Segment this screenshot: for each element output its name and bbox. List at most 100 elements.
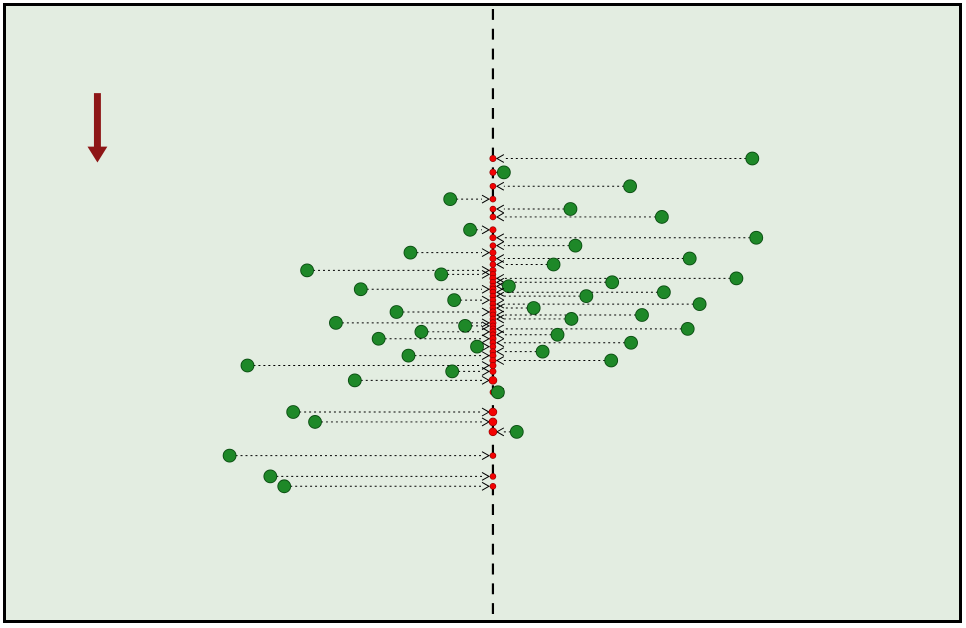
connector-arrowhead	[482, 296, 489, 304]
connector-arrowhead	[482, 285, 489, 293]
data-point	[390, 306, 403, 319]
connector-arrowhead	[482, 376, 489, 384]
connector-arrowhead	[497, 205, 504, 213]
connector-arrowhead	[482, 335, 489, 343]
data-point	[497, 166, 510, 179]
connector-arrowhead	[497, 182, 504, 190]
data-point	[551, 328, 564, 341]
data-point	[606, 276, 619, 289]
axis-marker	[490, 169, 496, 175]
data-point	[569, 239, 582, 252]
data-point	[287, 406, 300, 419]
data-point	[746, 152, 759, 165]
data-point	[657, 286, 670, 299]
data-point	[683, 252, 696, 265]
data-point	[580, 290, 593, 303]
connector-arrowhead	[497, 292, 504, 300]
data-point	[547, 258, 560, 271]
connector-arrowhead	[497, 428, 504, 436]
data-point	[354, 283, 367, 296]
direction-arrow-head	[87, 147, 107, 163]
data-point	[404, 246, 417, 259]
data-point	[415, 325, 428, 338]
axis-marker	[490, 255, 496, 261]
chart-svg	[6, 6, 959, 620]
data-point	[402, 349, 415, 362]
connector-arrowhead	[497, 311, 504, 319]
data-point	[730, 272, 743, 285]
axis-marker	[490, 214, 496, 220]
axis-marker	[490, 196, 496, 202]
connector-arrowhead	[482, 195, 489, 203]
axis-marker	[489, 418, 497, 426]
connector-arrowhead	[482, 226, 489, 234]
data-point	[693, 298, 706, 311]
data-point	[446, 365, 459, 378]
axis-marker	[490, 235, 496, 241]
connector-arrowhead	[482, 308, 489, 316]
axis-marker	[490, 206, 496, 212]
data-point	[655, 211, 668, 224]
connector-arrowhead	[497, 348, 504, 356]
data-point	[309, 415, 322, 428]
data-point	[348, 374, 361, 387]
connector-arrowhead	[482, 472, 489, 480]
data-point	[448, 294, 461, 307]
axis-marker	[490, 362, 496, 368]
axis-marker	[490, 243, 496, 249]
connector-arrowhead	[497, 357, 504, 365]
axis-marker	[490, 249, 496, 255]
data-point	[564, 203, 577, 216]
axis-marker	[490, 473, 496, 479]
data-point	[223, 449, 236, 462]
connector-arrowhead	[497, 300, 504, 308]
data-point	[502, 280, 515, 293]
axis-marker	[490, 453, 496, 459]
data-point	[681, 322, 694, 335]
connector-arrowhead	[497, 155, 504, 163]
data-point	[625, 336, 638, 349]
connector-arrowhead	[482, 408, 489, 416]
data-point	[491, 386, 504, 399]
data-point	[459, 319, 472, 332]
connector-arrowhead	[482, 452, 489, 460]
data-point	[241, 359, 254, 372]
data-point	[278, 480, 291, 493]
data-point	[264, 470, 277, 483]
connector-arrowhead	[497, 242, 504, 250]
axis-marker	[490, 262, 496, 268]
data-point	[471, 340, 484, 353]
connector-arrowhead	[482, 352, 489, 360]
connector-arrowhead	[482, 418, 489, 426]
data-point	[464, 223, 477, 236]
data-point	[750, 231, 763, 244]
data-point	[605, 354, 618, 367]
axis-marker	[490, 183, 496, 189]
connector-arrowhead	[497, 339, 504, 347]
connector-arrowhead	[482, 249, 489, 257]
connector-arrowhead	[497, 213, 504, 221]
data-point	[536, 345, 549, 358]
connector-arrowhead	[482, 482, 489, 490]
connector-arrowhead	[482, 270, 489, 278]
chart-frame	[0, 0, 966, 628]
data-point	[527, 302, 540, 315]
axis-marker	[489, 408, 497, 416]
data-point	[624, 180, 637, 193]
data-point	[372, 332, 385, 345]
data-point	[636, 309, 649, 322]
axis-marker	[490, 227, 496, 233]
axis-marker	[490, 483, 496, 489]
data-point	[510, 425, 523, 438]
connector-arrowhead	[497, 304, 504, 312]
connector-arrowhead	[497, 234, 504, 242]
data-point	[444, 193, 457, 206]
axis-marker	[490, 155, 496, 161]
axis-marker	[490, 368, 496, 374]
data-point	[301, 264, 314, 277]
data-point	[565, 313, 578, 326]
connector-arrowhead	[482, 266, 489, 274]
connector-arrowhead	[497, 315, 504, 323]
data-point	[435, 268, 448, 281]
connector-arrowhead	[497, 274, 504, 282]
